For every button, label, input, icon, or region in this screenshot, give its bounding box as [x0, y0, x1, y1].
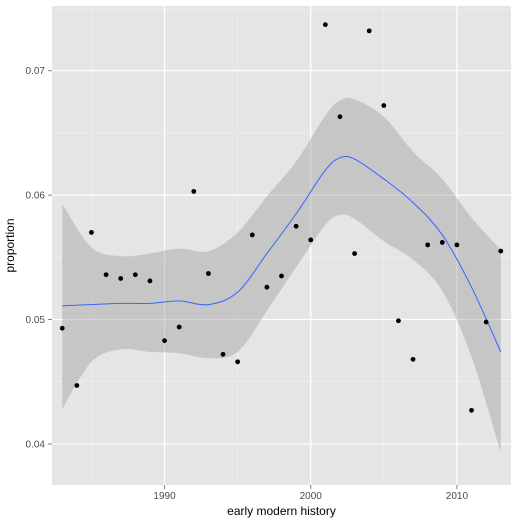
- data-point: [74, 383, 80, 388]
- data-point: [366, 28, 372, 34]
- data-point: [118, 276, 124, 281]
- y-tick-label: 0.05: [26, 315, 46, 326]
- data-point: [381, 103, 387, 108]
- data-point: [89, 230, 94, 235]
- data-point: [147, 278, 153, 284]
- data-point: [249, 232, 255, 238]
- data-point: [352, 251, 357, 256]
- data-point: [264, 284, 270, 290]
- data-point: [206, 271, 211, 276]
- data-point: [454, 242, 460, 248]
- data-point: [396, 318, 401, 324]
- data-point: [103, 272, 109, 278]
- y-tick-label: 0.06: [26, 191, 46, 202]
- x-axis-title: early modern history: [227, 504, 336, 518]
- data-point: [469, 407, 474, 413]
- data-point: [483, 319, 489, 325]
- data-point: [191, 188, 197, 194]
- data-point: [176, 324, 182, 330]
- plot-panel: [52, 6, 511, 485]
- data-point: [235, 359, 241, 365]
- data-point: [439, 239, 445, 245]
- y-tick-label: 0.07: [26, 66, 46, 77]
- data-point: [293, 223, 299, 229]
- x-tick-label: 1990: [153, 491, 176, 502]
- data-point: [322, 22, 328, 28]
- smooth-trend-line: [62, 155, 502, 353]
- data-point: [498, 248, 504, 254]
- data-point: [308, 237, 314, 243]
- data-point: [59, 325, 65, 331]
- y-axis-title: proportion: [3, 218, 17, 272]
- y-axis-ticks: 0.04 0.05 0.06 0.07: [26, 66, 52, 450]
- data-point: [425, 242, 431, 248]
- data-point: [337, 114, 343, 120]
- minor-gridlines: [52, 6, 511, 485]
- data-point: [220, 351, 226, 357]
- data-point: [410, 356, 416, 362]
- x-axis-ticks: 1990 2000 2010: [153, 485, 468, 502]
- data-point: [132, 272, 138, 278]
- x-tick-label: 2010: [446, 491, 469, 502]
- data-point: [162, 338, 167, 344]
- data-point: [279, 273, 284, 279]
- data-points: [59, 22, 504, 413]
- y-tick-label: 0.04: [26, 439, 46, 450]
- x-tick-label: 2000: [300, 491, 323, 502]
